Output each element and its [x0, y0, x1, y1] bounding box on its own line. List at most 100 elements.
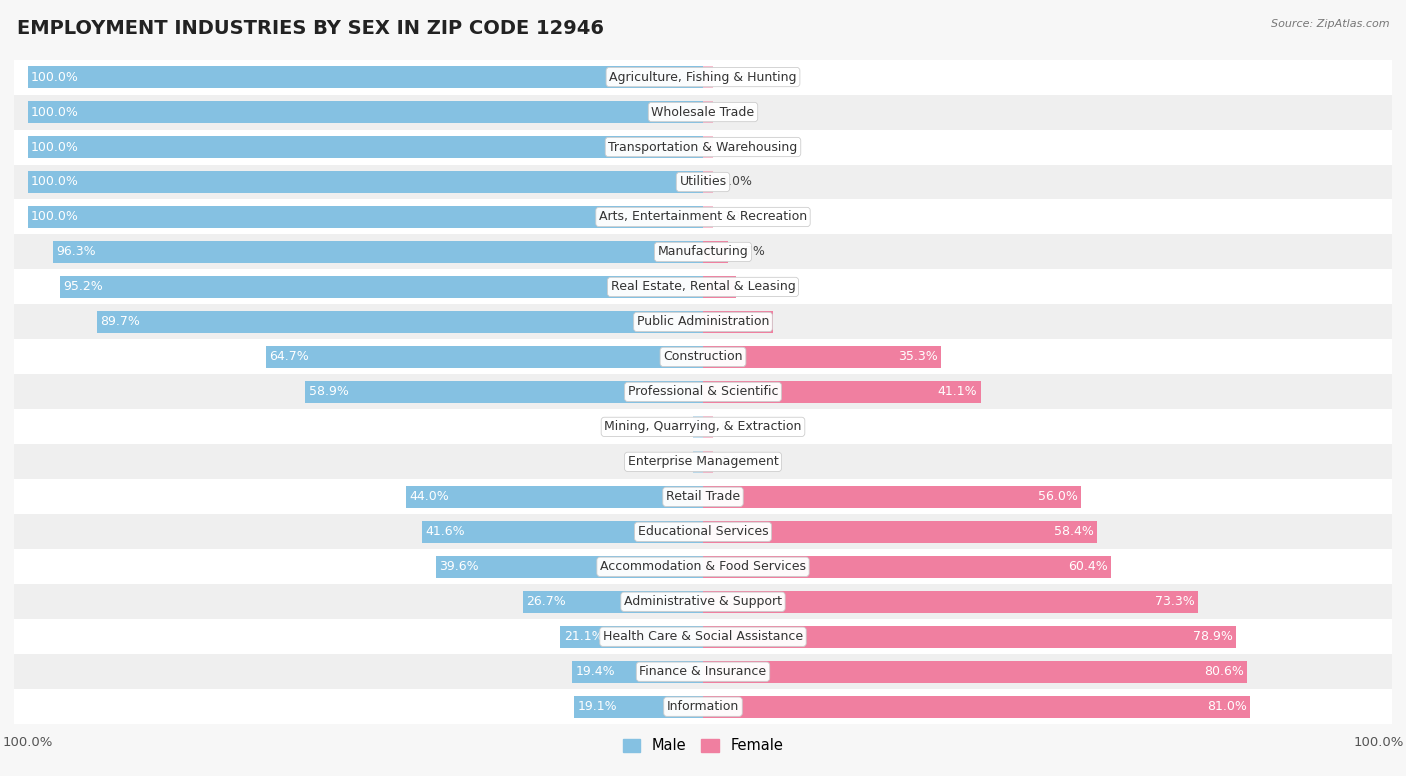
Bar: [97, 311, 703, 333]
Text: 19.1%: 19.1%: [578, 700, 617, 713]
Text: 100.0%: 100.0%: [31, 71, 79, 84]
Text: 100.0%: 100.0%: [31, 140, 79, 154]
Bar: [14, 480, 1392, 514]
Legend: Male, Female: Male, Female: [617, 733, 789, 759]
Bar: [28, 66, 703, 88]
Text: 35.3%: 35.3%: [898, 351, 938, 363]
Text: 41.1%: 41.1%: [938, 386, 977, 398]
Text: Wholesale Trade: Wholesale Trade: [651, 106, 755, 119]
Bar: [14, 165, 1392, 199]
Bar: [28, 136, 703, 158]
Text: Arts, Entertainment & Recreation: Arts, Entertainment & Recreation: [599, 210, 807, 223]
Bar: [14, 619, 1392, 654]
Bar: [703, 416, 713, 438]
Text: 60.4%: 60.4%: [1067, 560, 1108, 573]
Text: 100.0%: 100.0%: [31, 106, 79, 119]
Bar: [703, 101, 713, 123]
Bar: [703, 206, 713, 228]
Bar: [52, 241, 703, 263]
Bar: [693, 416, 703, 438]
Text: Construction: Construction: [664, 351, 742, 363]
Text: 96.3%: 96.3%: [56, 245, 96, 258]
Text: 80.6%: 80.6%: [1204, 665, 1244, 678]
Text: 19.4%: 19.4%: [575, 665, 614, 678]
Bar: [693, 451, 703, 473]
Bar: [14, 410, 1392, 445]
Text: 56.0%: 56.0%: [1038, 490, 1078, 504]
Text: Enterprise Management: Enterprise Management: [627, 456, 779, 469]
Bar: [406, 486, 703, 508]
Bar: [703, 451, 713, 473]
Bar: [703, 241, 728, 263]
Bar: [14, 514, 1392, 549]
Text: Finance & Insurance: Finance & Insurance: [640, 665, 766, 678]
Text: Accommodation & Food Services: Accommodation & Food Services: [600, 560, 806, 573]
Text: 95.2%: 95.2%: [63, 280, 103, 293]
Bar: [14, 269, 1392, 304]
Bar: [574, 696, 703, 718]
Bar: [572, 661, 703, 683]
Text: Utilities: Utilities: [679, 175, 727, 189]
Bar: [14, 445, 1392, 480]
Text: 3.7%: 3.7%: [734, 245, 765, 258]
Bar: [436, 556, 703, 577]
Bar: [703, 591, 1198, 612]
Text: Professional & Scientific: Professional & Scientific: [627, 386, 779, 398]
Text: 78.9%: 78.9%: [1192, 630, 1233, 643]
Text: 4.9%: 4.9%: [741, 280, 773, 293]
Text: 0.0%: 0.0%: [720, 456, 752, 469]
Text: 10.3%: 10.3%: [730, 315, 769, 328]
Bar: [14, 549, 1392, 584]
Text: 58.9%: 58.9%: [308, 386, 349, 398]
Text: 21.1%: 21.1%: [564, 630, 603, 643]
Bar: [28, 206, 703, 228]
Bar: [14, 374, 1392, 410]
Text: Agriculture, Fishing & Hunting: Agriculture, Fishing & Hunting: [609, 71, 797, 84]
Bar: [703, 486, 1081, 508]
Text: 26.7%: 26.7%: [526, 595, 565, 608]
Text: 73.3%: 73.3%: [1154, 595, 1195, 608]
Text: Public Administration: Public Administration: [637, 315, 769, 328]
Bar: [703, 556, 1111, 577]
Bar: [703, 626, 1236, 648]
Text: 89.7%: 89.7%: [100, 315, 141, 328]
Bar: [14, 304, 1392, 339]
Bar: [703, 696, 1250, 718]
Bar: [14, 130, 1392, 165]
Text: 0.0%: 0.0%: [720, 71, 752, 84]
Text: 64.7%: 64.7%: [270, 351, 309, 363]
Bar: [703, 521, 1098, 542]
Text: 39.6%: 39.6%: [439, 560, 478, 573]
Text: Real Estate, Rental & Leasing: Real Estate, Rental & Leasing: [610, 280, 796, 293]
Bar: [523, 591, 703, 612]
Text: 81.0%: 81.0%: [1206, 700, 1247, 713]
Text: 58.4%: 58.4%: [1054, 525, 1094, 539]
Text: 44.0%: 44.0%: [409, 490, 449, 504]
Bar: [703, 311, 772, 333]
Bar: [703, 171, 713, 193]
Bar: [561, 626, 703, 648]
Text: Retail Trade: Retail Trade: [666, 490, 740, 504]
Bar: [28, 171, 703, 193]
Bar: [14, 584, 1392, 619]
Bar: [14, 199, 1392, 234]
Bar: [703, 346, 942, 368]
Text: 0.0%: 0.0%: [654, 456, 686, 469]
Bar: [14, 60, 1392, 95]
Text: Health Care & Social Assistance: Health Care & Social Assistance: [603, 630, 803, 643]
Bar: [14, 234, 1392, 269]
Text: 0.0%: 0.0%: [720, 140, 752, 154]
Text: EMPLOYMENT INDUSTRIES BY SEX IN ZIP CODE 12946: EMPLOYMENT INDUSTRIES BY SEX IN ZIP CODE…: [17, 19, 603, 38]
Text: Source: ZipAtlas.com: Source: ZipAtlas.com: [1271, 19, 1389, 29]
Text: 0.0%: 0.0%: [720, 106, 752, 119]
Bar: [60, 276, 703, 298]
Text: 0.0%: 0.0%: [720, 210, 752, 223]
Bar: [14, 95, 1392, 130]
Text: Transportation & Warehousing: Transportation & Warehousing: [609, 140, 797, 154]
Text: Administrative & Support: Administrative & Support: [624, 595, 782, 608]
Bar: [266, 346, 703, 368]
Text: 0.0%: 0.0%: [720, 175, 752, 189]
Text: 0.0%: 0.0%: [654, 421, 686, 433]
Bar: [305, 381, 703, 403]
Text: Manufacturing: Manufacturing: [658, 245, 748, 258]
